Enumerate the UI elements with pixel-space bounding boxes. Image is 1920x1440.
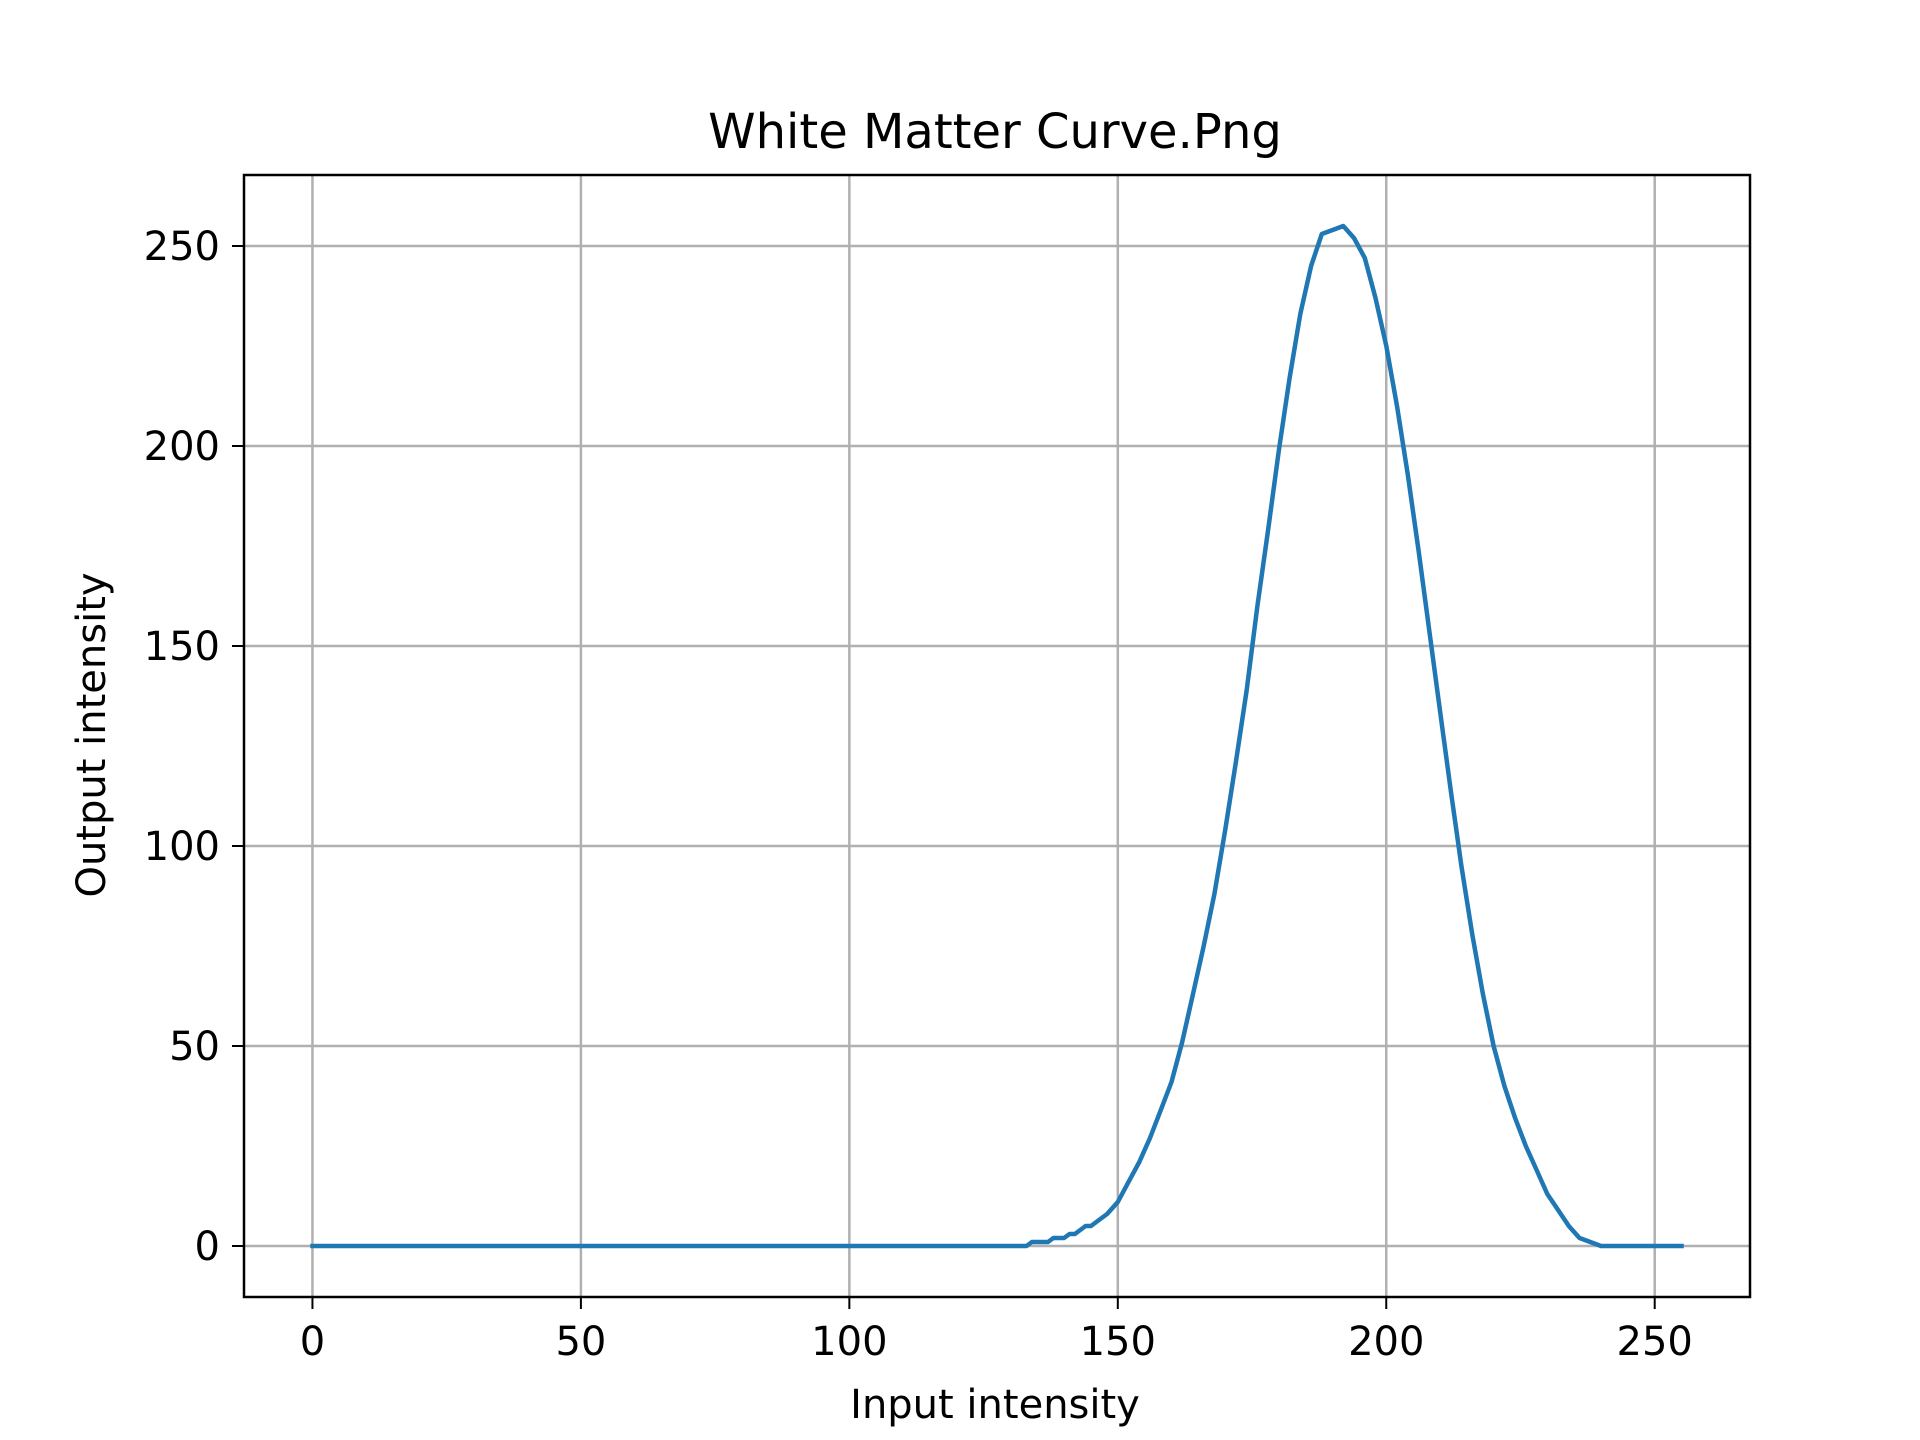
x-tick-label: 100 — [811, 1319, 887, 1365]
chart-title: White Matter Curve.Png — [708, 104, 1282, 160]
plot-frame — [242, 173, 1752, 1299]
y-axis-ticks: 0 50 100 150 200 250 — [144, 224, 244, 1270]
y-tick-label: 0 — [195, 1224, 220, 1270]
x-axis-label: Input intensity — [850, 1382, 1140, 1428]
y-tick-label: 200 — [144, 424, 220, 470]
x-tick-label: 200 — [1348, 1319, 1424, 1365]
x-tick-label: 250 — [1617, 1319, 1693, 1365]
y-axis-label: Output intensity — [69, 572, 115, 897]
x-tick-label: 0 — [300, 1319, 325, 1365]
x-tick-label: 150 — [1080, 1319, 1156, 1365]
y-tick-label: 250 — [144, 224, 220, 270]
series-line — [310, 223, 1684, 1249]
y-tick-label: 50 — [169, 1024, 220, 1070]
y-tick-label: 150 — [144, 624, 220, 670]
x-axis-ticks: 0 50 100 150 200 250 — [300, 1297, 1693, 1365]
x-tick-label: 50 — [555, 1319, 606, 1365]
series-layer — [310, 223, 1684, 1249]
y-tick-label: 100 — [144, 824, 220, 870]
